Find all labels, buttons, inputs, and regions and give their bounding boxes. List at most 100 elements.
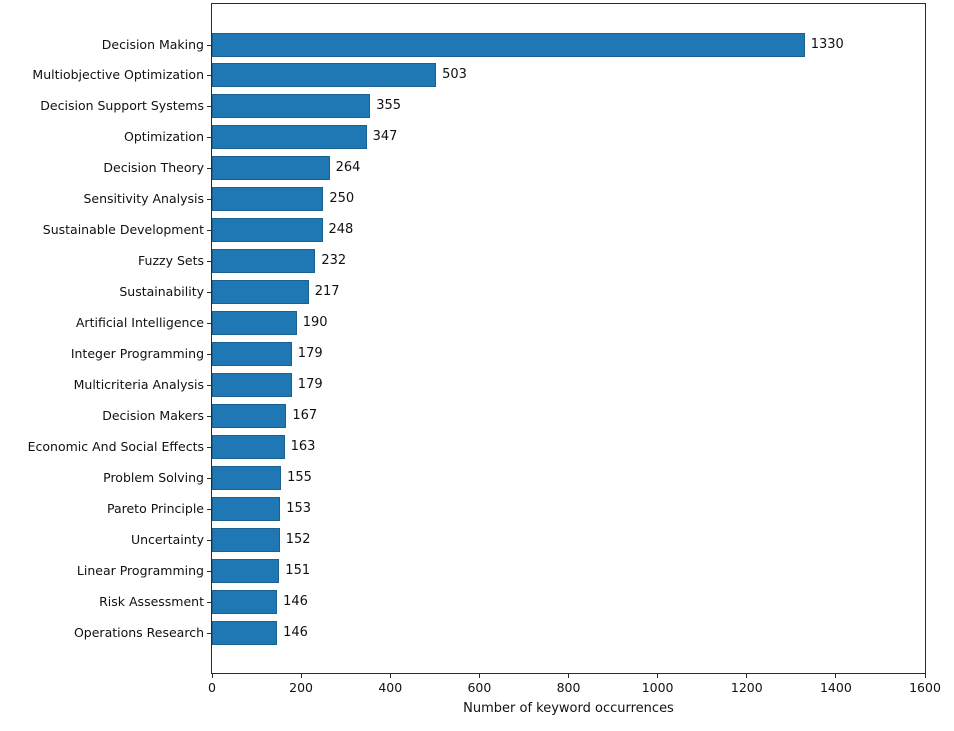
bar [212, 311, 297, 335]
x-tick-label: 1200 [730, 680, 763, 695]
y-axis-tick [207, 44, 212, 46]
bar [212, 620, 278, 645]
y-axis-tick [207, 384, 212, 386]
category-label: Problem Solving [103, 469, 204, 485]
x-axis-tick [746, 674, 748, 678]
category-label: Uncertainty [130, 531, 204, 547]
bar-value-label: 217 [314, 284, 340, 300]
category-label: Integer Programming [70, 346, 204, 361]
x-axis-tick [211, 674, 213, 678]
bar-value-label: 146 [283, 593, 308, 609]
category-label: Artificial Intelligence [75, 315, 204, 330]
bar [212, 403, 287, 428]
category-label: Pareto Principle [106, 500, 204, 516]
bar-value-label: 250 [329, 191, 355, 207]
x-tick-label: 600 [467, 680, 492, 695]
bar-value-label: 153 [286, 500, 312, 516]
y-axis-tick [207, 477, 212, 479]
category-label: Economic And Social Effects [27, 438, 204, 454]
bar [212, 558, 280, 583]
y-axis-tick [207, 261, 212, 263]
x-axis-tick [568, 674, 569, 678]
bar-value-label: 347 [372, 129, 398, 145]
x-tick-label: 0 [208, 680, 216, 695]
bar-value-label: 179 [297, 346, 323, 361]
category-label: Decision Makers [102, 407, 204, 423]
y-axis-tick [207, 323, 212, 324]
category-label: Multicriteria Analysis [73, 376, 204, 392]
category-label: Decision Support Systems [40, 98, 204, 114]
x-tick-label: 400 [378, 680, 403, 695]
bar [212, 156, 330, 181]
bar-value-label: 146 [283, 624, 308, 640]
bar [212, 589, 278, 614]
y-axis-tick [207, 230, 212, 232]
x-tick-label: 1600 [909, 680, 941, 695]
bar [212, 434, 285, 459]
category-label: Multiobjective Optimization [32, 67, 204, 83]
x-tick-label: 200 [289, 680, 314, 695]
y-axis-tick [207, 632, 212, 634]
y-axis-tick [207, 570, 212, 572]
x-tick-label: 1000 [641, 680, 674, 695]
bar [212, 187, 324, 212]
bar-value-label: 167 [292, 407, 318, 423]
bar-value-label: 232 [321, 253, 347, 269]
x-axis-tick [300, 674, 302, 678]
category-label: Fuzzy Sets [138, 253, 204, 269]
x-tick-label: 1400 [819, 680, 852, 695]
x-tick-label: 800 [556, 680, 581, 695]
y-axis-tick [207, 199, 212, 201]
y-axis-tick [207, 446, 212, 448]
category-label: Risk Assessment [99, 593, 204, 609]
x-axis-tick [924, 674, 926, 678]
y-axis-tick [207, 354, 212, 355]
bar [212, 465, 282, 490]
bar [212, 527, 280, 552]
bar [212, 125, 367, 150]
bar-value-label: 179 [297, 376, 323, 392]
x-axis-tick [657, 674, 659, 678]
x-axis-title: Number of keyword occurrences [463, 701, 674, 716]
bar-value-label: 163 [290, 438, 316, 454]
bar-value-label: 248 [328, 222, 354, 238]
category-label: Linear Programming [76, 562, 204, 578]
bar [212, 63, 437, 88]
y-axis-tick [207, 137, 212, 139]
category-label: Sensitivity Analysis [83, 191, 204, 207]
bar [212, 32, 805, 57]
bar-value-label: 151 [285, 562, 311, 578]
category-label: Decision Theory [103, 160, 204, 176]
bar-value-label: 355 [376, 98, 402, 114]
bar-value-label: 152 [285, 531, 311, 547]
bar-value-label: 190 [302, 315, 328, 330]
category-label: Optimization [124, 129, 204, 145]
y-axis-tick [207, 539, 212, 541]
category-label: Sustainability [119, 284, 204, 300]
bar [212, 94, 371, 119]
category-label: Sustainable Development [42, 222, 204, 238]
y-axis-tick [207, 75, 212, 77]
bar [212, 218, 323, 243]
category-label: Operations Research [73, 624, 204, 640]
y-axis-tick [207, 292, 212, 294]
bar-value-label: 155 [287, 469, 312, 485]
x-axis-tick [478, 674, 480, 678]
plot-area: 1330 503 355 347 264 250 248 232 217 190 179 179 167… [211, 3, 926, 674]
bar-value-label: 503 [442, 67, 467, 83]
y-axis-tick [207, 106, 212, 108]
bar [212, 496, 281, 521]
bar [212, 249, 316, 274]
y-axis-tick [207, 508, 212, 510]
y-axis-tick [207, 601, 212, 603]
bar-value-label: 1330 [810, 36, 844, 52]
bar [212, 372, 292, 397]
y-axis-tick [207, 168, 212, 170]
bar [212, 280, 309, 305]
x-axis-tick [389, 674, 391, 678]
category-label: Decision Making [101, 36, 204, 52]
x-axis-tick [835, 674, 837, 678]
bar-value-label: 264 [335, 160, 361, 176]
y-axis-tick [207, 415, 212, 417]
